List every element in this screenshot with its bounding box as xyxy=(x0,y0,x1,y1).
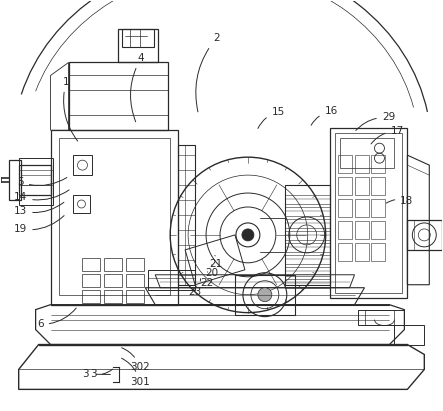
Bar xyxy=(338,199,352,217)
Bar xyxy=(372,155,385,173)
Circle shape xyxy=(258,288,272,302)
Bar xyxy=(372,177,385,195)
Text: 20: 20 xyxy=(205,265,218,278)
Bar xyxy=(354,199,369,217)
Bar xyxy=(105,274,122,287)
Bar xyxy=(105,290,122,302)
Bar xyxy=(285,195,330,204)
Text: 14: 14 xyxy=(14,190,69,202)
Text: 13: 13 xyxy=(14,202,64,216)
Text: 23: 23 xyxy=(188,279,202,296)
Bar xyxy=(354,221,369,239)
Bar xyxy=(126,258,144,271)
Bar xyxy=(372,221,385,239)
Text: 19: 19 xyxy=(14,216,64,234)
Text: 16: 16 xyxy=(311,106,338,125)
Bar xyxy=(105,258,122,271)
Bar xyxy=(365,309,394,325)
Text: 5: 5 xyxy=(17,177,67,187)
Text: 4: 4 xyxy=(131,53,144,122)
Text: 15: 15 xyxy=(258,107,285,128)
Bar xyxy=(338,177,352,195)
Bar xyxy=(82,290,101,302)
Bar xyxy=(338,221,352,239)
Text: 18: 18 xyxy=(386,196,414,206)
Bar xyxy=(285,219,330,228)
Bar xyxy=(285,267,330,276)
Bar xyxy=(354,155,369,173)
Text: 301: 301 xyxy=(121,358,150,387)
Bar xyxy=(340,138,394,168)
Text: 17: 17 xyxy=(371,126,404,144)
Text: 1: 1 xyxy=(63,77,78,141)
Text: 3: 3 xyxy=(90,369,113,379)
Bar xyxy=(82,274,101,287)
Text: 3: 3 xyxy=(82,369,89,379)
Bar xyxy=(285,231,330,240)
Circle shape xyxy=(242,229,254,241)
Text: 21: 21 xyxy=(210,256,223,269)
Text: 22: 22 xyxy=(201,272,214,288)
Bar xyxy=(285,207,330,216)
Bar xyxy=(126,290,144,302)
Text: 6: 6 xyxy=(37,308,76,329)
Bar xyxy=(73,195,90,213)
Bar xyxy=(285,243,330,252)
Text: 2: 2 xyxy=(196,33,220,112)
Bar xyxy=(285,255,330,264)
Bar xyxy=(285,279,330,288)
Text: 302: 302 xyxy=(122,348,150,372)
Bar xyxy=(82,258,101,271)
Bar xyxy=(126,274,144,287)
Bar xyxy=(372,199,385,217)
Bar xyxy=(338,243,352,261)
Bar xyxy=(122,29,154,46)
Bar xyxy=(354,243,369,261)
Bar xyxy=(338,155,352,173)
Bar xyxy=(73,155,93,175)
Bar xyxy=(372,243,385,261)
Text: 29: 29 xyxy=(356,113,395,131)
Bar xyxy=(354,177,369,195)
